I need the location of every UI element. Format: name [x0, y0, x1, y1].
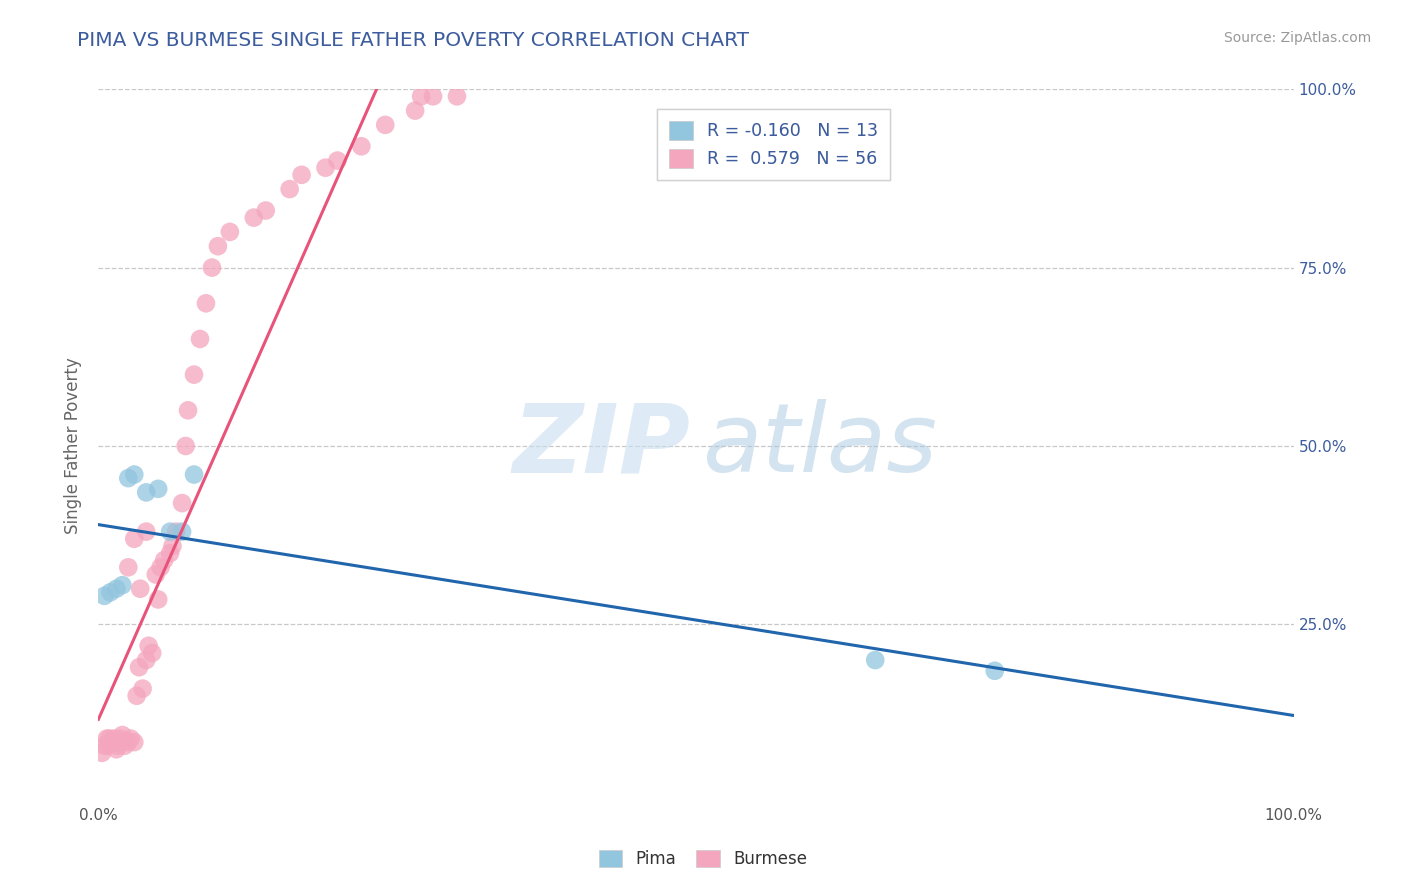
Point: [165, 524, 187, 539]
Legend: Pima, Burmese: Pima, Burmese: [592, 843, 814, 875]
Point: [201, 260, 224, 275]
Point: [148, 482, 170, 496]
Point: [177, 403, 200, 417]
Point: [374, 118, 396, 132]
Point: [128, 660, 150, 674]
Point: [195, 296, 218, 310]
Point: [254, 203, 277, 218]
Point: [865, 653, 887, 667]
Point: [120, 731, 142, 746]
Point: [159, 546, 181, 560]
Point: [422, 89, 444, 103]
Point: [219, 225, 242, 239]
Text: ZIP: ZIP: [512, 400, 690, 492]
Point: [105, 742, 128, 756]
Point: [129, 582, 152, 596]
Point: [98, 585, 122, 599]
Point: [96, 731, 118, 746]
Point: [97, 739, 120, 753]
Point: [101, 735, 124, 749]
Point: [125, 689, 148, 703]
Point: [183, 467, 205, 482]
Point: [145, 567, 167, 582]
Point: [91, 746, 114, 760]
Point: [149, 560, 172, 574]
Y-axis label: Single Father Poverty: Single Father Poverty: [65, 358, 83, 534]
Point: [124, 532, 146, 546]
Point: [174, 439, 197, 453]
Point: [350, 139, 373, 153]
Point: [110, 735, 132, 749]
Point: [111, 578, 134, 592]
Point: [114, 739, 136, 753]
Point: [105, 582, 128, 596]
Legend: R = -0.160   N = 13, R =  0.579   N = 56: R = -0.160 N = 13, R = 0.579 N = 56: [657, 109, 890, 180]
Point: [984, 664, 1007, 678]
Point: [93, 739, 115, 753]
Point: [117, 471, 139, 485]
Point: [162, 539, 184, 553]
Point: [404, 103, 426, 118]
Point: [98, 735, 122, 749]
Point: [135, 524, 157, 539]
Point: [326, 153, 349, 168]
Point: [108, 731, 131, 746]
Point: [291, 168, 314, 182]
Point: [172, 524, 194, 539]
Point: [159, 524, 181, 539]
Point: [135, 653, 157, 667]
Text: atlas: atlas: [702, 400, 936, 492]
Point: [117, 560, 139, 574]
Point: [207, 239, 229, 253]
Point: [183, 368, 205, 382]
Point: [98, 731, 121, 746]
Point: [107, 735, 129, 749]
Point: [411, 89, 433, 103]
Point: [446, 89, 468, 103]
Text: PIMA VS BURMESE SINGLE FATHER POVERTY CORRELATION CHART: PIMA VS BURMESE SINGLE FATHER POVERTY CO…: [77, 31, 749, 50]
Point: [124, 735, 146, 749]
Point: [243, 211, 266, 225]
Point: [131, 681, 153, 696]
Text: Source: ZipAtlas.com: Source: ZipAtlas.com: [1223, 31, 1371, 45]
Point: [111, 728, 134, 742]
Point: [315, 161, 337, 175]
Point: [188, 332, 211, 346]
Point: [172, 496, 194, 510]
Point: [93, 589, 115, 603]
Point: [148, 592, 170, 607]
Point: [138, 639, 160, 653]
Point: [103, 731, 125, 746]
Point: [124, 467, 146, 482]
Point: [117, 735, 139, 749]
Point: [107, 739, 129, 753]
Point: [141, 646, 163, 660]
Point: [278, 182, 301, 196]
Point: [153, 553, 176, 567]
Point: [135, 485, 157, 500]
